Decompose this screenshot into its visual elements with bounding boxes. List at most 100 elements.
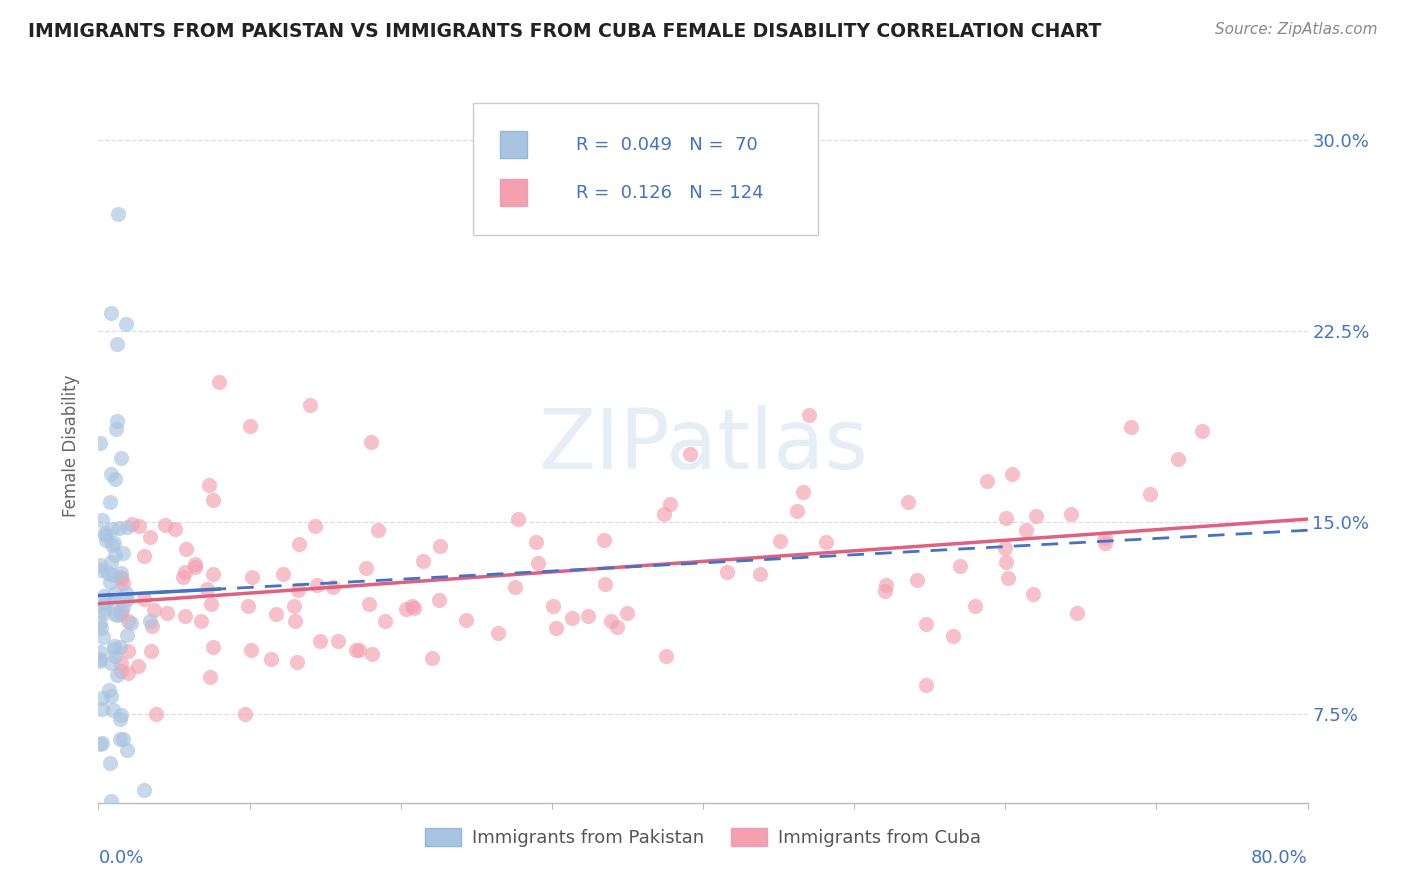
Point — [105, 413, 128, 427]
Point — [544, 621, 567, 635]
Point — [309, 633, 332, 648]
Point — [716, 566, 738, 580]
Point — [115, 591, 138, 606]
Point — [527, 557, 550, 571]
Point — [132, 783, 155, 797]
Point — [110, 566, 132, 581]
Point — [153, 517, 176, 532]
Point — [132, 592, 155, 607]
Text: R =  0.049   N =  70: R = 0.049 N = 70 — [576, 136, 758, 153]
Point — [394, 601, 416, 615]
Point — [284, 614, 307, 628]
Point — [367, 523, 389, 537]
Point — [110, 607, 132, 621]
Point — [94, 526, 117, 541]
Point — [100, 467, 122, 482]
Point — [679, 447, 702, 461]
Point — [111, 546, 134, 560]
Point — [103, 472, 125, 486]
Point — [142, 603, 165, 617]
Point — [412, 554, 434, 568]
Point — [198, 478, 221, 492]
Point — [115, 628, 138, 642]
Point — [948, 558, 970, 573]
Point — [100, 556, 122, 570]
Point — [108, 712, 131, 726]
Point — [503, 580, 526, 594]
Point — [174, 542, 197, 557]
Point — [90, 512, 112, 526]
Point — [271, 566, 294, 581]
Point — [139, 615, 162, 629]
Point — [814, 535, 837, 549]
Point — [875, 577, 897, 591]
Point — [299, 398, 322, 412]
Point — [134, 549, 156, 564]
Point — [128, 519, 150, 533]
Text: Source: ZipAtlas.com: Source: ZipAtlas.com — [1215, 22, 1378, 37]
Point — [1001, 467, 1024, 482]
Point — [91, 702, 114, 716]
Point — [288, 537, 311, 551]
Point — [112, 576, 135, 591]
Point — [105, 337, 128, 351]
Point — [652, 508, 675, 522]
Point — [897, 495, 920, 509]
Point — [100, 689, 122, 703]
Point — [90, 621, 112, 635]
Point — [905, 574, 928, 588]
Point — [94, 533, 117, 548]
Point — [486, 626, 509, 640]
Point — [240, 570, 263, 584]
Point — [524, 535, 547, 549]
Point — [595, 576, 617, 591]
Point — [1139, 487, 1161, 501]
Point — [208, 376, 231, 390]
Point — [163, 522, 186, 536]
Point — [404, 600, 426, 615]
Point — [108, 732, 131, 747]
Point — [202, 640, 225, 655]
Point — [454, 613, 477, 627]
Point — [103, 703, 125, 717]
Point — [915, 678, 938, 692]
Point — [156, 607, 179, 621]
Point — [1094, 531, 1116, 545]
Text: 0.0%: 0.0% — [98, 848, 143, 867]
Point — [141, 618, 163, 632]
Point — [1066, 607, 1088, 621]
Point — [875, 583, 897, 598]
Point — [89, 652, 111, 666]
Point — [233, 706, 256, 721]
Legend: Immigrants from Pakistan, Immigrants from Cuba: Immigrants from Pakistan, Immigrants fro… — [418, 821, 988, 855]
Point — [1167, 452, 1189, 467]
Point — [145, 706, 167, 721]
Text: IMMIGRANTS FROM PAKISTAN VS IMMIGRANTS FROM CUBA FEMALE DISABILITY CORRELATION C: IMMIGRANTS FROM PAKISTAN VS IMMIGRANTS F… — [28, 22, 1101, 41]
Point — [103, 641, 125, 656]
Point — [105, 607, 128, 622]
Point — [238, 599, 260, 614]
Bar — [501, 131, 527, 159]
Point — [139, 530, 162, 544]
FancyBboxPatch shape — [474, 103, 818, 235]
Point — [600, 614, 623, 628]
Point — [942, 629, 965, 643]
Point — [110, 664, 132, 678]
Point — [104, 607, 127, 622]
Point — [103, 536, 125, 550]
Point — [98, 495, 121, 509]
Point — [1060, 507, 1083, 521]
Point — [374, 614, 396, 628]
Point — [792, 484, 814, 499]
Point — [561, 611, 583, 625]
Point — [541, 599, 564, 613]
Point — [1025, 509, 1047, 524]
Point — [976, 474, 998, 488]
Point — [110, 657, 132, 671]
Point — [89, 436, 111, 450]
Point — [103, 595, 125, 609]
Point — [305, 578, 328, 592]
Point — [121, 516, 143, 531]
Point — [101, 522, 124, 536]
Point — [89, 558, 111, 572]
